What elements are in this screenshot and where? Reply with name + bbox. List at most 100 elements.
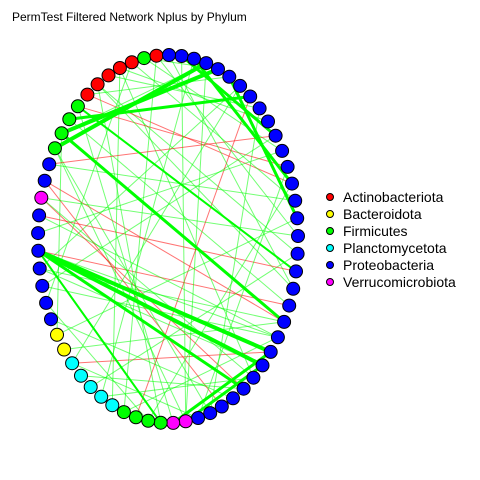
positive-edge [37, 248, 272, 354]
legend-item: Proteobacteria [326, 256, 456, 273]
node-actinobacteriota [112, 61, 127, 75]
positive-edge [39, 268, 263, 366]
node-proteobacteria [263, 344, 278, 359]
node-proteobacteria [211, 62, 225, 77]
legend-item: Firmicutes [326, 222, 456, 239]
legend: Actinobacteriota Bacteroidota Firmicutes Pl… [326, 188, 456, 290]
positive-edge [37, 249, 264, 368]
positive-edge [197, 166, 289, 419]
positive-edge [119, 67, 269, 122]
node-firmicutes [153, 415, 168, 430]
legend-label: Planctomycetota [343, 239, 447, 256]
positive-edge [42, 135, 276, 287]
node-proteobacteria [288, 193, 303, 208]
node-proteobacteria [286, 281, 301, 296]
node-actinobacteriota [149, 48, 164, 63]
node-proteobacteria [270, 330, 285, 345]
node-proteobacteria [285, 176, 299, 191]
negative-edge [49, 135, 276, 165]
node-proteobacteria [289, 264, 303, 279]
node-firmicutes [137, 51, 152, 66]
positive-edge [143, 57, 283, 152]
node-proteobacteria [191, 411, 206, 425]
positive-edge [40, 197, 254, 379]
node-proteobacteria [252, 101, 267, 116]
legend-swatch [326, 209, 334, 218]
node-proteobacteria [243, 89, 258, 104]
node-actinobacteriota [90, 77, 105, 92]
nodes-layer [31, 48, 305, 430]
node-verrucomicrobiota [166, 415, 181, 430]
positive-edge [71, 362, 199, 419]
positive-edge [49, 163, 296, 202]
positive-edge [37, 249, 245, 390]
node-proteobacteria [246, 370, 261, 385]
positive-edge [97, 83, 294, 290]
positive-edge [227, 76, 299, 219]
positive-edge [77, 105, 297, 273]
positive-edge [168, 54, 294, 290]
node-planctomycetota [105, 398, 120, 413]
node-actinobacteriota [101, 68, 116, 83]
legend-label: Firmicutes [343, 222, 408, 239]
positive-edge [123, 336, 279, 413]
legend-label: Verrucomicrobiota [343, 273, 456, 290]
node-proteobacteria [268, 128, 283, 143]
node-actinobacteriota [124, 55, 139, 70]
positive-edge [209, 108, 261, 414]
legend-label: Bacteroidota [343, 205, 422, 222]
node-planctomycetota [74, 368, 88, 383]
node-proteobacteria [236, 381, 251, 396]
node-proteobacteria [290, 211, 305, 226]
legend-swatch [326, 243, 334, 252]
positive-edge [123, 55, 157, 413]
plot-title: PermTest Filtered Network Nplus by Phylu… [12, 10, 247, 24]
positive-edge [147, 183, 293, 422]
positive-edge [71, 85, 241, 364]
legend-label: Proteobacteria [343, 256, 435, 273]
node-proteobacteria [214, 399, 229, 414]
node-proteobacteria [32, 208, 47, 223]
positive-edge [45, 302, 149, 422]
positive-edge [87, 76, 230, 96]
node-proteobacteria [226, 391, 240, 406]
node-verrucomicrobiota [34, 190, 49, 205]
positive-edge [69, 95, 251, 121]
node-proteobacteria [39, 295, 54, 310]
legend-swatch [326, 277, 334, 286]
legend-swatch [326, 192, 334, 201]
node-proteobacteria [290, 246, 305, 261]
node-bacteroidota [57, 342, 72, 357]
node-firmicutes [128, 410, 143, 425]
node-firmicutes [116, 405, 131, 420]
legend-item: Bacteroidota [326, 205, 456, 222]
positive-edge [101, 377, 254, 398]
node-proteobacteria [275, 143, 290, 158]
node-proteobacteria [255, 358, 270, 373]
negative-edge [38, 250, 290, 307]
node-proteobacteria [280, 159, 295, 174]
legend-label: Actinobacteriota [343, 188, 444, 205]
legend-item: Planctomycetota [326, 239, 456, 256]
positive-edge [77, 106, 174, 424]
positive-edge [172, 350, 272, 425]
positive-edge [38, 214, 279, 338]
positive-edge [60, 132, 286, 324]
positive-edge [56, 133, 63, 335]
edges-layer [37, 54, 299, 425]
node-planctomycetota [83, 380, 98, 394]
node-proteobacteria [32, 261, 47, 276]
legend-item: Verrucomicrobiota [326, 273, 456, 290]
positive-edge [60, 67, 219, 136]
positive-edge [56, 217, 298, 336]
node-proteobacteria [37, 173, 52, 188]
positive-edge [37, 150, 283, 234]
node-proteobacteria [199, 56, 214, 71]
positive-edge [68, 118, 290, 306]
legend-swatch [326, 226, 334, 235]
positive-edge [131, 61, 296, 202]
node-proteobacteria [187, 51, 201, 66]
positive-edge [111, 67, 121, 406]
node-firmicutes [54, 126, 69, 141]
node-proteobacteria [31, 243, 46, 258]
